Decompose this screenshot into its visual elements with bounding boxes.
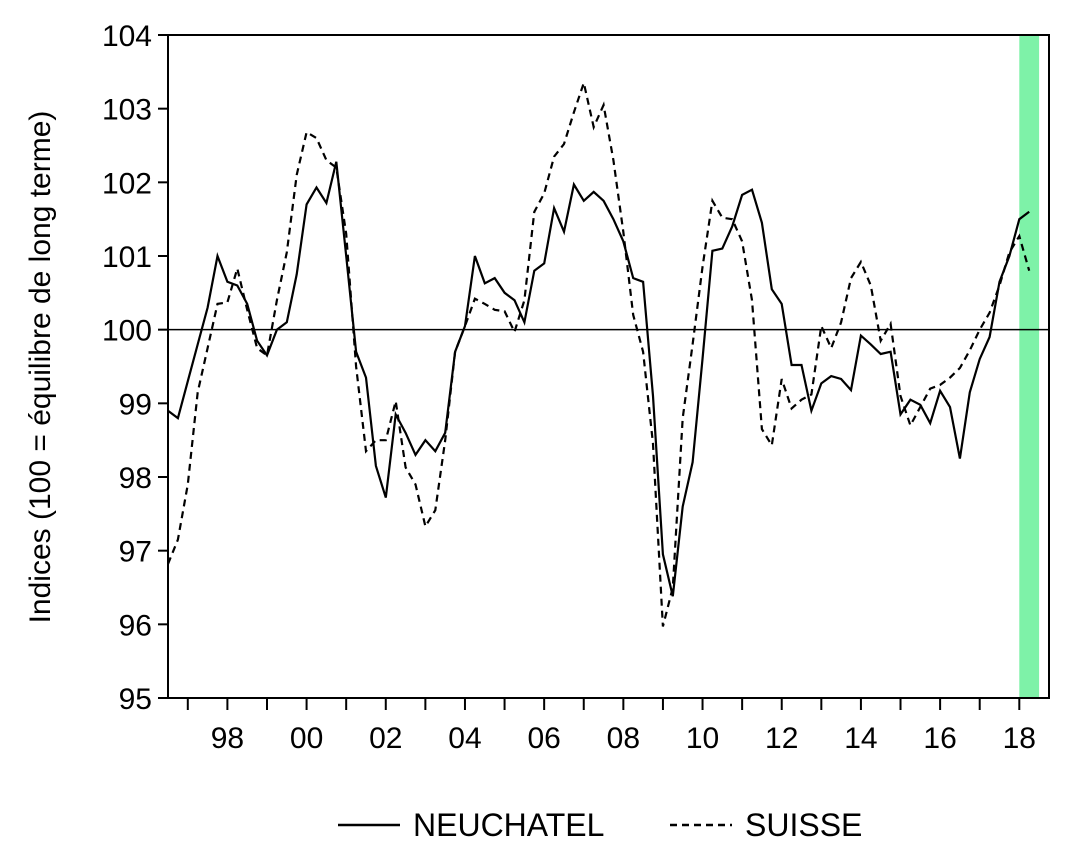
x-tick-label: 06 (527, 722, 560, 755)
x-tick-label: 98 (211, 722, 244, 755)
legend-label-neuchatel: NEUCHATEL (413, 807, 604, 843)
x-tick-label: 16 (923, 722, 956, 755)
x-tick-label: 00 (290, 722, 323, 755)
y-axis: 95 96 97 98 99 100 101 102 103 104 (102, 20, 168, 716)
forecast-shade (1019, 35, 1040, 698)
y-tick-label: 101 (102, 241, 152, 274)
plot-frame (167, 34, 1050, 699)
y-tick-label: 100 (102, 315, 152, 348)
y-tick-label: 95 (119, 683, 152, 716)
y-tick-label: 97 (119, 536, 152, 569)
series-line-suisse (166, 78, 1031, 627)
x-axis: 98 00 02 04 06 08 10 12 14 16 18 (186, 698, 1036, 755)
y-axis-title: Indices (100 = équilibre de long terme) (24, 111, 57, 624)
y-tick-label: 98 (119, 462, 152, 495)
x-tick-label: 02 (369, 722, 402, 755)
y-tick-label: 102 (102, 167, 152, 200)
legend-label-suisse: SUISSE (745, 807, 862, 843)
y-tick-label: 99 (119, 388, 152, 421)
x-tick-label: 10 (686, 722, 719, 755)
x-tick-label: 08 (607, 722, 640, 755)
x-tick-label: 18 (1003, 722, 1036, 755)
x-tick-label: 12 (765, 722, 798, 755)
x-tick-label: 14 (844, 722, 877, 755)
x-tick-label: 04 (448, 722, 481, 755)
legend: NEUCHATEL SUISSE (338, 807, 862, 843)
y-tick-label: 104 (102, 20, 152, 53)
y-tick-label: 103 (102, 94, 152, 127)
series-line-neuchatel (167, 161, 1030, 597)
y-tick-label: 96 (119, 609, 152, 642)
